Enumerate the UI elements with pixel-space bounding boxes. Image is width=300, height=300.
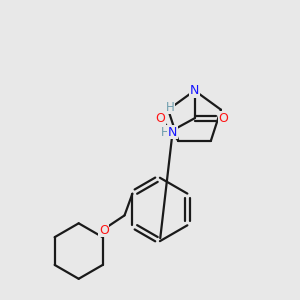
Text: N: N <box>190 84 199 97</box>
Text: H: H <box>160 126 169 139</box>
Text: O: O <box>218 112 228 125</box>
Text: H: H <box>166 100 175 114</box>
Text: N: N <box>168 126 178 139</box>
Text: O: O <box>99 224 109 237</box>
Text: O: O <box>155 112 165 125</box>
